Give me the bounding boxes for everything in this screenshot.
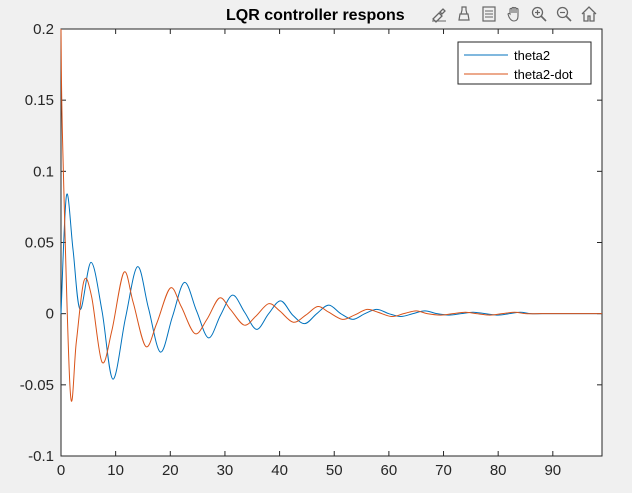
y-tick-label: -0.1	[28, 448, 54, 465]
y-tick-label: 0	[46, 306, 54, 323]
x-axis: 0 10 20 30 40 50 60 70 80 90	[57, 29, 561, 479]
plot-area[interactable]	[60, 28, 603, 457]
legend-label-theta2-dot: theta2-dot	[514, 67, 573, 82]
legend-toggle-icon[interactable]	[478, 3, 500, 25]
series-line-theta2[interactable]	[60, 193, 602, 380]
data-tips-icon[interactable]	[453, 3, 475, 25]
x-tick-label: 70	[435, 462, 452, 479]
y-tick-label: 0.05	[25, 235, 54, 252]
zoom-out-icon[interactable]	[553, 3, 575, 25]
y-tick-label: 0.1	[33, 163, 54, 180]
legend-box	[457, 41, 592, 85]
x-tick-label: 20	[162, 462, 179, 479]
x-tick-label: 40	[271, 462, 288, 479]
series-group	[60, 28, 602, 402]
x-tick-label: 90	[544, 462, 561, 479]
brush-icon[interactable]	[428, 3, 450, 25]
x-tick-label: 80	[490, 462, 507, 479]
x-tick-label: 10	[107, 462, 124, 479]
y-tick-label: 0.2	[33, 21, 54, 38]
zoom-in-icon[interactable]	[528, 3, 550, 25]
chart-title: LQR controller respons	[226, 7, 405, 24]
series-line-theta2-dot[interactable]	[60, 28, 602, 402]
x-tick-label: 30	[217, 462, 234, 479]
x-tick-label: 0	[57, 462, 65, 479]
legend-label-theta2: theta2	[514, 48, 550, 63]
home-icon[interactable]	[578, 3, 600, 25]
y-axis: 0.2 0.15 0.1 0.05 0 -0.05 -0.1	[20, 21, 602, 465]
y-tick-label: -0.05	[20, 377, 54, 394]
y-tick-label: 0.15	[25, 92, 54, 109]
legend[interactable]: theta2 theta2-dot	[457, 41, 592, 85]
pan-icon[interactable]	[503, 3, 525, 25]
x-tick-label: 50	[326, 462, 343, 479]
x-tick-label: 60	[381, 462, 398, 479]
axes-toolbar	[428, 3, 600, 25]
